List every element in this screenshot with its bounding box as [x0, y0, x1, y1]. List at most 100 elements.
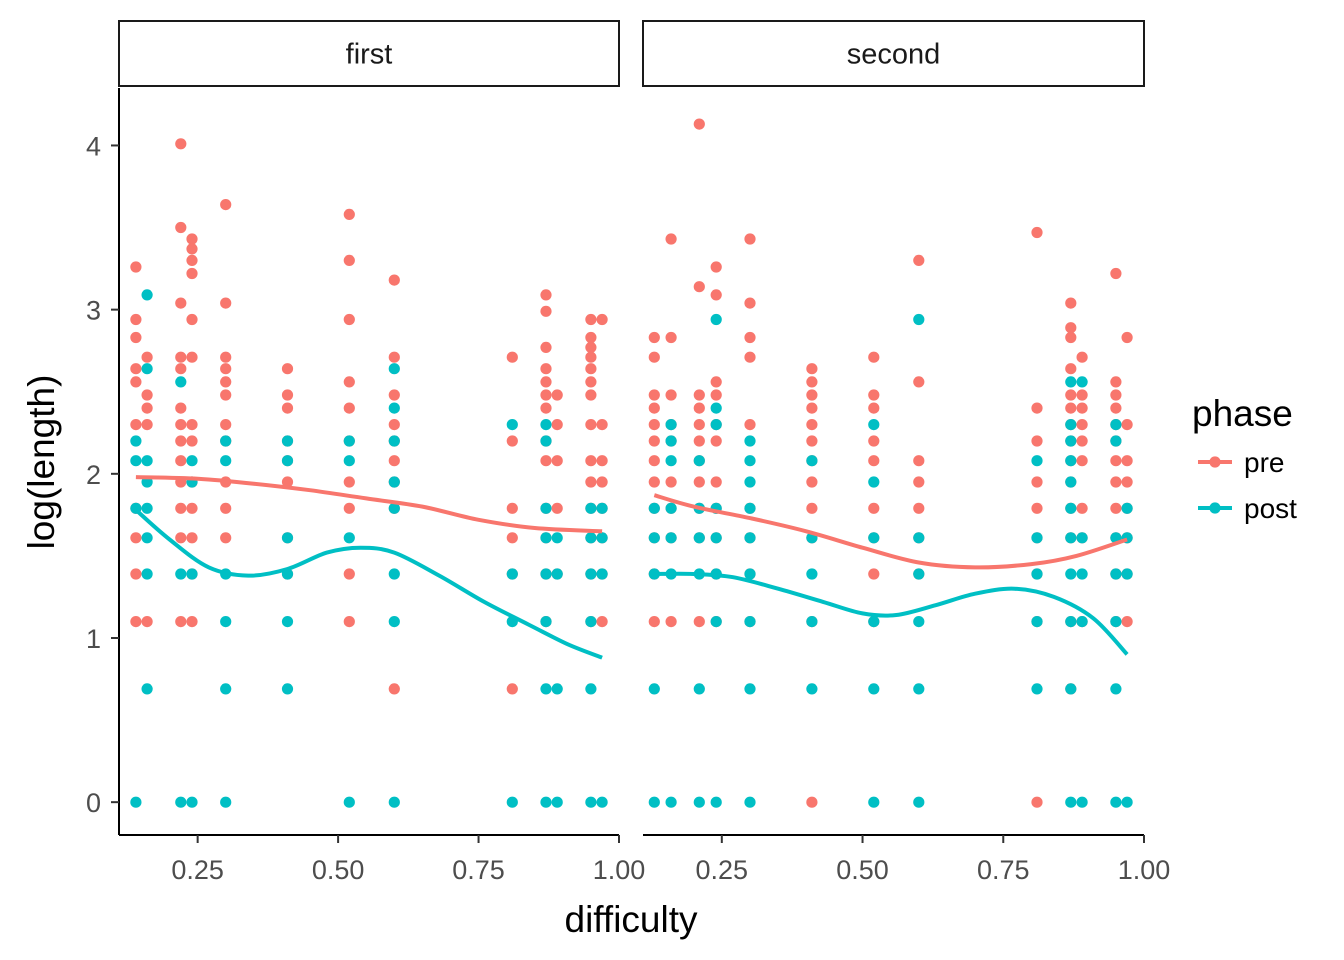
data-point-post	[281, 616, 294, 628]
data-point-pre	[806, 796, 818, 808]
data-point-post	[1065, 376, 1077, 388]
data-point-post	[1031, 532, 1043, 544]
data-point-pre	[130, 532, 142, 544]
data-point-post	[388, 502, 400, 514]
data-point-post	[585, 796, 597, 808]
data-point-pre	[596, 616, 608, 628]
data-point-pre	[665, 233, 677, 245]
data-point-post	[744, 796, 756, 808]
data-point-pre	[648, 476, 660, 488]
data-point-post	[186, 455, 198, 467]
legend-title: phase	[1192, 393, 1293, 434]
facet-strip-second: second	[642, 20, 1145, 87]
data-point-pre	[806, 419, 818, 431]
data-point-post	[506, 796, 518, 808]
data-point-pre	[648, 435, 660, 447]
data-point-pre	[1110, 389, 1122, 401]
data-point-post	[913, 796, 925, 808]
data-point-pre	[693, 281, 705, 293]
data-point-pre	[596, 476, 608, 488]
data-point-pre	[744, 233, 756, 245]
data-point-pre	[130, 616, 142, 628]
data-point-pre	[693, 118, 705, 130]
data-point-post	[913, 568, 925, 580]
data-point-post	[744, 502, 756, 514]
data-point-post	[141, 289, 153, 301]
axes: 0.25 0.50 0.75 1.00 0.25 0.50 0.75 1.00 0 1 2 3 4	[86, 88, 1170, 885]
data-point-pre	[175, 532, 187, 544]
data-point-post	[806, 683, 818, 695]
data-point-pre	[281, 389, 294, 401]
data-point-pre	[648, 402, 660, 414]
data-point-post	[220, 616, 232, 628]
data-point-pre	[648, 419, 660, 431]
data-point-pre	[1076, 502, 1088, 514]
data-point-pre	[343, 502, 355, 514]
data-point-post	[220, 683, 232, 695]
data-point-pre	[130, 261, 142, 273]
data-point-pre	[585, 476, 597, 488]
data-point-post	[1065, 796, 1077, 808]
data-point-pre	[1110, 376, 1122, 388]
data-point-post	[388, 568, 400, 580]
data-point-pre	[806, 402, 818, 414]
data-point-pre	[220, 502, 232, 514]
data-point-post	[596, 796, 608, 808]
data-point-post	[175, 376, 187, 388]
data-point-post	[1110, 419, 1122, 431]
facet-strip-box	[118, 20, 620, 87]
data-point-pre	[1121, 455, 1133, 467]
data-point-post	[585, 568, 597, 580]
data-point-pre	[1065, 363, 1077, 375]
data-point-post	[648, 683, 660, 695]
data-point-post	[665, 532, 677, 544]
smooth-line-pre	[135, 475, 603, 534]
x-tick-label: 0.75	[977, 855, 1030, 885]
data-point-post	[744, 455, 756, 467]
data-point-post	[540, 532, 552, 544]
data-point-post	[665, 435, 677, 447]
data-point-pre	[175, 402, 187, 414]
data-point-pre	[1065, 402, 1077, 414]
data-point-pre	[868, 402, 880, 414]
data-point-pre	[648, 351, 660, 363]
data-point-post	[141, 502, 153, 514]
data-point-pre	[175, 363, 187, 375]
data-point-pre	[540, 455, 552, 467]
data-point-pre	[710, 289, 722, 301]
data-point-post	[744, 435, 756, 447]
data-point-post	[343, 796, 355, 808]
facet-panels: first second	[118, 20, 1145, 808]
data-point-post	[744, 616, 756, 628]
data-point-pre	[806, 476, 818, 488]
data-point-pre	[220, 297, 232, 309]
data-point-post	[551, 683, 563, 695]
data-point-pre	[1110, 455, 1122, 467]
data-point-post	[540, 616, 552, 628]
data-point-pre	[693, 402, 705, 414]
y-tick-label: 0	[86, 788, 101, 818]
data-point-post	[141, 568, 153, 580]
panel-first	[130, 138, 608, 808]
data-point-post	[130, 796, 142, 808]
data-point-post	[868, 616, 880, 628]
data-point-post	[913, 532, 925, 544]
data-point-pre	[806, 376, 818, 388]
data-point-pre	[130, 331, 142, 344]
data-point-post	[1065, 683, 1077, 695]
data-point-pre	[648, 331, 660, 344]
data-point-pre	[693, 389, 705, 401]
data-point-pre	[186, 313, 198, 326]
data-point-pre	[1110, 267, 1122, 280]
data-point-post	[1076, 616, 1088, 628]
data-point-pre	[665, 476, 677, 488]
smooth-line-post	[134, 508, 603, 660]
data-point-pre	[388, 274, 400, 286]
data-point-pre	[693, 476, 705, 488]
data-point-pre	[343, 254, 355, 266]
legend-label: post	[1244, 493, 1297, 524]
data-point-pre	[710, 476, 722, 488]
data-point-post	[1031, 683, 1043, 695]
data-point-pre	[1065, 389, 1077, 401]
data-point-pre	[710, 376, 722, 388]
